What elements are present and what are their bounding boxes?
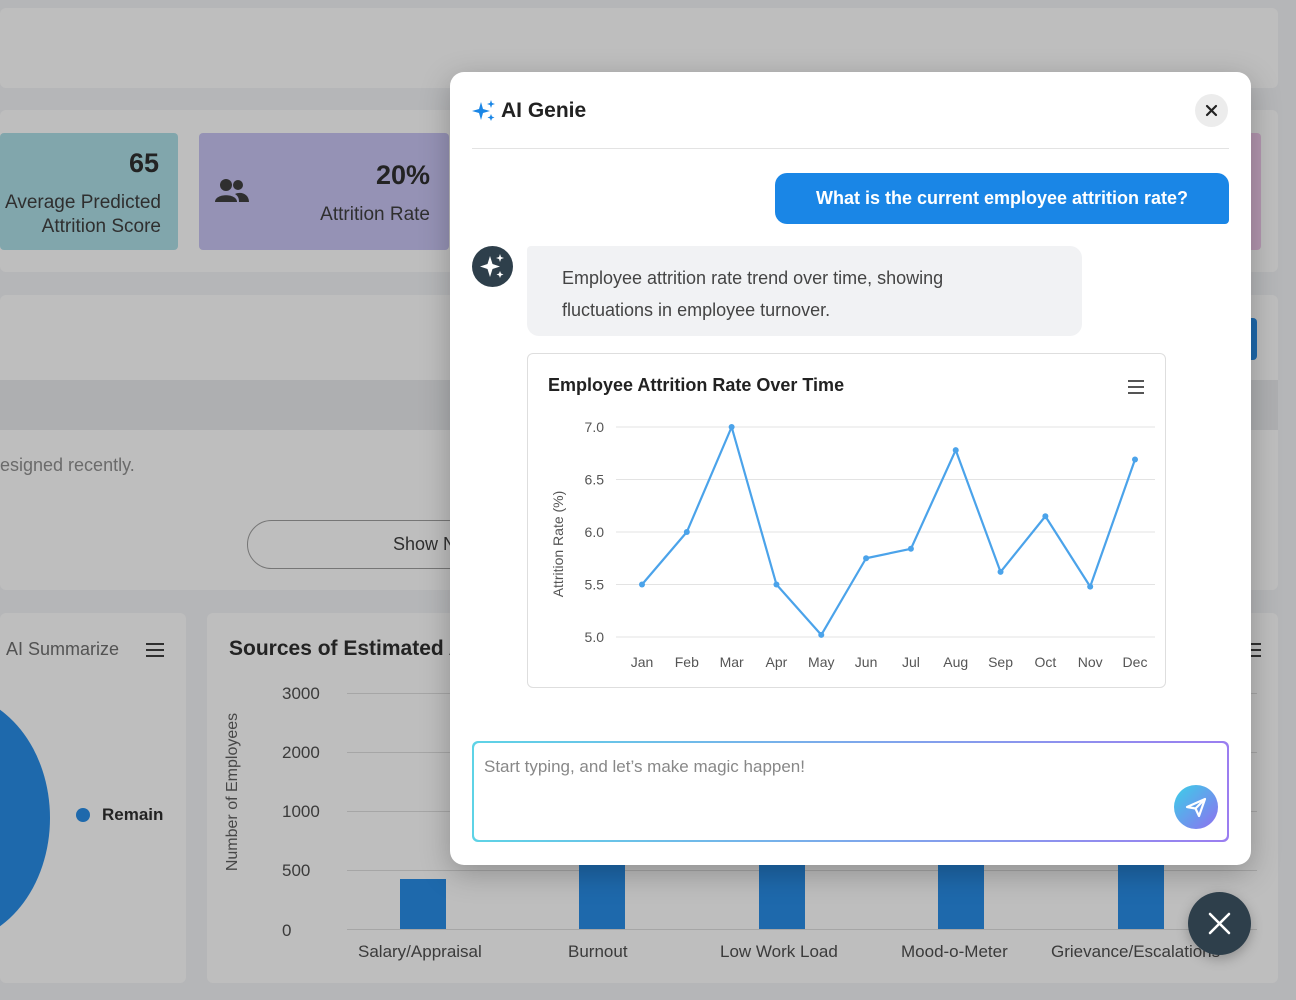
ytick-500: 500 bbox=[282, 861, 311, 880]
modal-title: AI Genie bbox=[501, 99, 587, 122]
chart-point[interactable] bbox=[1087, 583, 1094, 590]
show-more-label: Show N bbox=[393, 534, 457, 554]
chart-series bbox=[639, 424, 1138, 638]
menu-icon[interactable] bbox=[1128, 378, 1148, 396]
xtick-grievance: Grievance/Escalations bbox=[1051, 942, 1221, 961]
kpi-value: 20% bbox=[375, 160, 430, 190]
ai-genie-modal: AI Genie What is the current employee at… bbox=[450, 72, 1251, 865]
chart-point[interactable] bbox=[863, 555, 870, 562]
chart-xtick: Jul bbox=[902, 654, 920, 670]
recent-text: esigned recently. bbox=[0, 455, 135, 475]
sparkle-icon bbox=[472, 100, 495, 121]
users-icon bbox=[215, 179, 249, 202]
chart-ytick: 5.5 bbox=[585, 577, 605, 593]
chart-series-line bbox=[641, 425, 1137, 636]
line-chart: 7.0 6.5 6.0 5.5 5.0 Jan Feb Mar Apr May Jun Jul Aug… bbox=[550, 419, 1155, 670]
chart-point[interactable] bbox=[639, 581, 645, 588]
chart-xtick: Apr bbox=[766, 654, 788, 670]
kpi-value: 65 bbox=[128, 148, 159, 178]
header-divider bbox=[472, 148, 1229, 149]
chat-input[interactable] bbox=[484, 757, 1164, 777]
chat-input-inner bbox=[474, 743, 1227, 840]
bot-message-line2: fluctuations in employee turnover. bbox=[562, 300, 831, 320]
send-icon bbox=[1185, 797, 1207, 818]
chart-ytick: 7.0 bbox=[585, 419, 605, 435]
chart-xticks: Jan Feb Mar Apr May Jun Jul Aug Sep Oct Nov Dec bbox=[631, 654, 1148, 670]
chart-point[interactable] bbox=[1132, 456, 1138, 463]
chart-xtick: Mar bbox=[720, 654, 744, 670]
user-message: What is the current employee attrition r… bbox=[775, 173, 1229, 224]
kpi-label: Attrition Rate bbox=[320, 204, 430, 225]
kpi-label-line1: Average Predicted bbox=[5, 192, 161, 213]
bar[interactable] bbox=[400, 879, 446, 929]
close-button[interactable] bbox=[1195, 94, 1228, 127]
close-chat-fab[interactable] bbox=[1188, 892, 1251, 955]
chart-xtick: May bbox=[808, 654, 834, 670]
legend-label: Remain bbox=[102, 805, 164, 824]
close-icon bbox=[1205, 104, 1218, 117]
xtick-salary: Salary/Appraisal bbox=[358, 942, 482, 961]
chat-input-box bbox=[472, 741, 1229, 842]
chart-ytick: 6.5 bbox=[585, 472, 605, 488]
gridline bbox=[347, 929, 1257, 930]
chart-xtick: Oct bbox=[1034, 654, 1056, 670]
chart-yticks: 7.0 6.5 6.0 5.5 5.0 bbox=[585, 419, 605, 645]
chart-xtick: Jan bbox=[631, 654, 654, 670]
pie-card: AI Summarize Remain bbox=[0, 613, 186, 983]
chart-xtick: Aug bbox=[943, 654, 968, 670]
chart-ytick: 6.0 bbox=[585, 524, 605, 540]
xtick-mood-o-meter: Mood-o-Meter bbox=[901, 942, 1008, 961]
chart-point[interactable] bbox=[907, 545, 914, 552]
ytick-1000: 1000 bbox=[282, 802, 320, 821]
kpi-label-line2: Attrition Score bbox=[41, 216, 161, 237]
chart-xtick: Sep bbox=[988, 654, 1013, 670]
chart-xtick: Jun bbox=[855, 654, 878, 670]
close-icon bbox=[1208, 912, 1231, 935]
ytick-0: 0 bbox=[282, 921, 292, 940]
ai-summarize-label[interactable]: AI Summarize bbox=[6, 639, 120, 659]
ytick-3000: 3000 bbox=[282, 684, 320, 703]
kpi-card-attrition-rate: 20% Attrition Rate bbox=[199, 133, 449, 250]
chart-title: Employee Attrition Rate Over Time bbox=[548, 375, 845, 395]
chart-xtick: Nov bbox=[1078, 654, 1103, 670]
chart-xtick: Dec bbox=[1123, 654, 1148, 670]
kpi-card-attrition-score: 65 Average Predicted Attrition Score bbox=[0, 133, 178, 250]
chart-point[interactable] bbox=[1042, 513, 1049, 520]
bot-avatar bbox=[472, 246, 513, 287]
ytick-2000: 2000 bbox=[282, 743, 320, 762]
menu-icon[interactable] bbox=[146, 642, 164, 658]
chart-ylabel: Attrition Rate (%) bbox=[550, 491, 566, 598]
chart-xtick: Feb bbox=[675, 654, 699, 670]
legend-dot bbox=[76, 808, 90, 822]
chart-point[interactable] bbox=[818, 631, 825, 638]
chart-point[interactable] bbox=[683, 529, 690, 535]
attrition-chart-card: Employee Attrition Rate Over Time 7.0 6.5… bbox=[527, 353, 1166, 688]
chart-grid bbox=[616, 426, 1155, 638]
chart-point[interactable] bbox=[997, 568, 1004, 575]
send-button[interactable] bbox=[1174, 785, 1218, 829]
kpi-label: Average Predicted Attrition Score bbox=[5, 191, 161, 239]
bot-message: Employee attrition rate trend over time,… bbox=[527, 246, 1082, 336]
sparkle-icon bbox=[480, 254, 504, 278]
chart-point[interactable] bbox=[952, 447, 959, 454]
bar-chart-title: Sources of Estimated A bbox=[229, 637, 464, 660]
bot-message-line1: Employee attrition rate trend over time,… bbox=[562, 268, 944, 288]
xtick-burnout: Burnout bbox=[568, 942, 628, 961]
chart-ytick: 5.0 bbox=[585, 629, 605, 645]
xtick-low-work-load: Low Work Load bbox=[720, 942, 838, 961]
chart-point[interactable] bbox=[728, 424, 735, 430]
chart-point[interactable] bbox=[773, 581, 780, 588]
bar-chart-menu-icon[interactable] bbox=[1243, 642, 1261, 658]
